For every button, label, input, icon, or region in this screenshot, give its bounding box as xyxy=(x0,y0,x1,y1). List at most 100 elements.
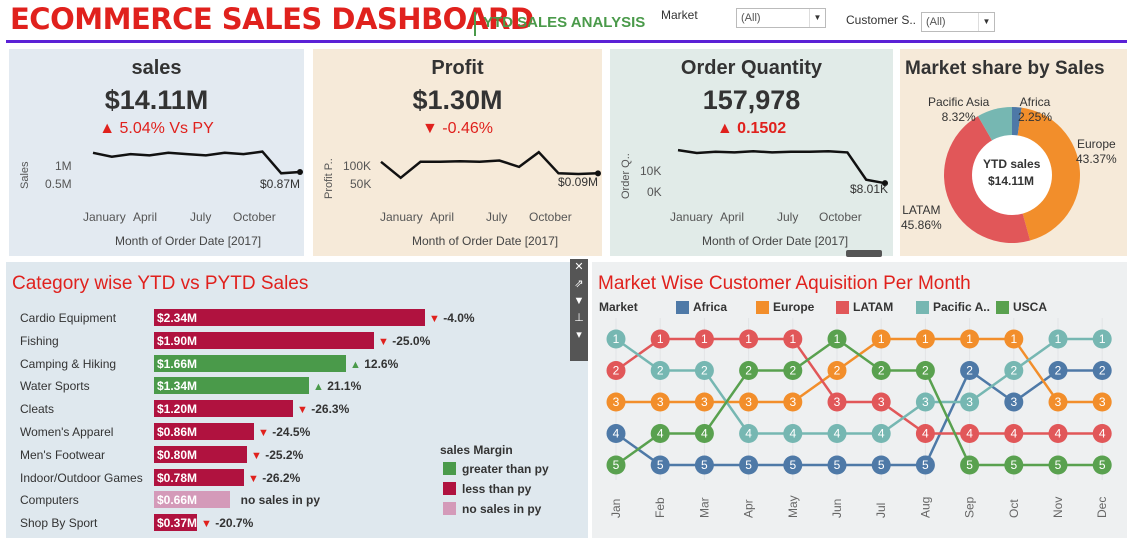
market-rank-point[interactable] xyxy=(694,329,714,349)
market-rank-point[interactable] xyxy=(783,424,803,443)
market-rank-point[interactable] xyxy=(739,455,759,475)
market-rank-point[interactable] xyxy=(1048,455,1068,475)
market-rank-point[interactable] xyxy=(783,392,803,412)
market-line-latam[interactable] xyxy=(615,337,1103,435)
filter-customer-segment-label: Customer S.. xyxy=(846,13,917,27)
market-rank-point[interactable] xyxy=(1048,361,1068,380)
category-bar[interactable]: $1.66M xyxy=(154,354,346,372)
market-bump-chart[interactable]: 4 5 5 5 5 5 5 5 2 3 2 2 3 3 3 3 3 2 1 1 1 1 3 3 2 1 1 1 1 3 3 4 4 4 4 4 1 2 2 4… xyxy=(592,318,1127,538)
sales-trend-line[interactable] xyxy=(92,150,301,175)
market-rank-point[interactable] xyxy=(694,455,714,475)
market-rank-point[interactable] xyxy=(960,329,980,349)
filter-icon[interactable]: ▼ xyxy=(573,295,585,307)
market-rank-point[interactable] xyxy=(739,424,759,443)
market-rank-point[interactable] xyxy=(960,392,980,412)
viz-toolbar[interactable]: ✕ ⇗ ▼ ⊥ ▾ xyxy=(570,259,588,361)
market-rank-point[interactable] xyxy=(783,455,803,475)
market-rank-point[interactable] xyxy=(827,329,847,349)
category-bar[interactable]: $0.37M xyxy=(154,514,197,532)
category-bar[interactable]: $0.78M xyxy=(154,468,244,486)
market-rank-point[interactable] xyxy=(1092,392,1112,412)
kpi-sales-sparkline[interactable] xyxy=(89,145,304,185)
market-rank-point[interactable] xyxy=(1004,455,1024,475)
market-rank-point[interactable] xyxy=(871,361,891,380)
orders-trend-endpoint[interactable] xyxy=(882,180,888,187)
close-icon[interactable]: ✕ xyxy=(574,261,584,273)
category-bar[interactable]: $1.20M xyxy=(154,400,293,418)
market-rank-point[interactable] xyxy=(739,329,759,349)
category-bar[interactable]: $0.80M xyxy=(154,445,247,463)
market-rank-point[interactable] xyxy=(960,424,980,443)
market-rank-point[interactable] xyxy=(915,424,935,443)
market-rank-point[interactable] xyxy=(1092,361,1112,380)
market-line-pacific-a-[interactable] xyxy=(615,337,1103,435)
market-rank-point[interactable] xyxy=(1048,329,1068,349)
kpi-profit-sparkline[interactable] xyxy=(377,145,602,185)
market-rank-point[interactable] xyxy=(606,424,626,443)
market-rank-point[interactable] xyxy=(827,392,847,412)
market-rank-point[interactable] xyxy=(1004,361,1024,380)
market-rank-point[interactable] xyxy=(1048,392,1068,412)
market-rank-point[interactable] xyxy=(1092,329,1112,349)
chevron-down-icon[interactable]: ▼ xyxy=(809,9,825,27)
kpi-profit-card[interactable]: Profit $1.30M ▼ -0.46% Profit P.. 100K 5… xyxy=(313,49,602,256)
category-panel[interactable]: Category wise YTD vs PYTD Sales Cardio E… xyxy=(6,262,588,538)
market-rank-point[interactable] xyxy=(694,392,714,412)
market-rank-point[interactable] xyxy=(650,392,670,412)
market-rank-point[interactable] xyxy=(1004,392,1024,412)
market-rank-point[interactable] xyxy=(960,361,980,380)
sales-trend-endpoint[interactable] xyxy=(297,169,303,176)
market-rank-point[interactable] xyxy=(960,455,980,475)
market-rank-point[interactable] xyxy=(871,329,891,349)
market-rank-point[interactable] xyxy=(1004,329,1024,349)
market-rank-point[interactable] xyxy=(1048,424,1068,443)
market-share-donut[interactable] xyxy=(942,105,1082,245)
category-bar[interactable]: $0.86M xyxy=(154,423,254,440)
kpi-orders-card[interactable]: Order Quantity 157,978 ▲ 0.1502 Order Q.… xyxy=(610,49,893,256)
kpi-sales-card[interactable]: sales $14.11M ▲ 5.04% Vs PY Sales 1M 0.5… xyxy=(9,49,304,256)
pin-icon[interactable]: ⊥ xyxy=(574,312,584,324)
category-bar[interactable]: $0.66M xyxy=(154,491,230,509)
market-rank-point[interactable] xyxy=(783,329,803,349)
orders-trend-line[interactable] xyxy=(677,148,886,185)
profit-trend-endpoint[interactable] xyxy=(595,170,601,177)
market-rank-point[interactable] xyxy=(827,455,847,475)
market-rank-point[interactable] xyxy=(606,392,626,412)
market-rank-point[interactable] xyxy=(915,361,935,380)
market-rank-point[interactable] xyxy=(915,392,935,412)
category-bar[interactable]: $1.90M xyxy=(154,331,374,349)
market-rank-point[interactable] xyxy=(606,455,626,475)
market-rank-point[interactable] xyxy=(606,361,626,380)
market-rank-point[interactable] xyxy=(915,329,935,349)
category-bar[interactable]: $1.34M xyxy=(154,377,309,395)
market-rank-point[interactable] xyxy=(606,329,626,349)
market-rank-point[interactable] xyxy=(827,424,847,443)
market-rank-point[interactable] xyxy=(827,361,847,380)
market-rank-point[interactable] xyxy=(739,361,759,380)
category-bar[interactable]: $2.34M xyxy=(154,309,425,326)
more-options-icon[interactable]: ▾ xyxy=(576,329,582,341)
chevron-down-icon[interactable]: ▼ xyxy=(978,13,994,31)
filter-customer-segment-select[interactable]: (All) ▼ xyxy=(921,12,995,32)
resize-handle[interactable] xyxy=(846,250,882,257)
market-rank-point[interactable] xyxy=(871,392,891,412)
market-rank-point[interactable] xyxy=(783,361,803,380)
market-rank-point[interactable] xyxy=(1092,424,1112,443)
market-rank-point[interactable] xyxy=(871,455,891,475)
market-rank-point[interactable] xyxy=(650,455,670,475)
market-rank-point[interactable] xyxy=(739,392,759,412)
filter-market-select[interactable]: (All) ▼ xyxy=(736,8,826,28)
kpi-orders-sparkline[interactable] xyxy=(674,145,889,190)
profit-trend-line[interactable] xyxy=(380,150,599,180)
market-rank-point[interactable] xyxy=(694,361,714,380)
market-rank-point[interactable] xyxy=(650,361,670,380)
market-rank-point[interactable] xyxy=(1092,455,1112,475)
market-rank-point[interactable] xyxy=(694,424,714,443)
market-rank-point[interactable] xyxy=(871,424,891,443)
open-external-icon[interactable]: ⇗ xyxy=(574,278,584,290)
market-rank-point[interactable] xyxy=(650,424,670,443)
market-rank-point[interactable] xyxy=(1004,424,1024,443)
market-rank-point[interactable] xyxy=(915,455,935,475)
market-rank-point[interactable] xyxy=(650,329,670,349)
market-line-africa[interactable] xyxy=(615,368,1103,467)
